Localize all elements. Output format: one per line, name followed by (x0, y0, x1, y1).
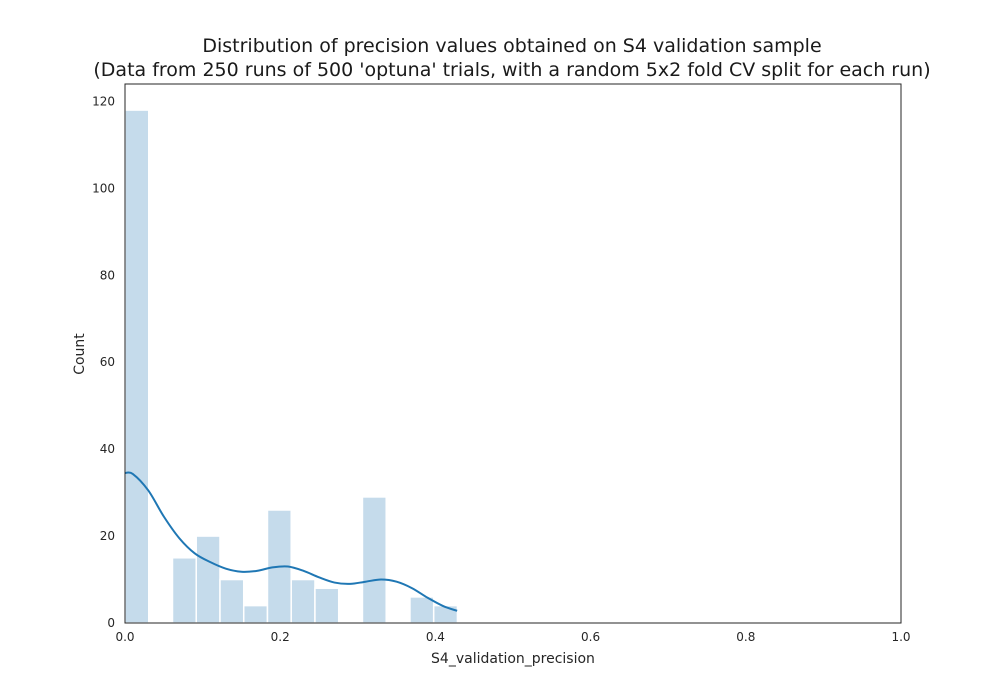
histogram-bar-12 (409, 596, 435, 624)
kde-line (124, 471, 458, 612)
histogram-bar-5 (242, 604, 269, 624)
y-tick-label-0: 0 (107, 616, 115, 630)
histogram-bar-3 (195, 535, 221, 624)
chart-subtitle: (Data from 250 runs of 500 'optuna' tria… (93, 59, 930, 81)
y-tick-label-2: 40 (100, 442, 115, 456)
x-tick-label-0: 0.0 (115, 630, 134, 644)
histogram-bar-0 (124, 109, 150, 624)
y-tick-label-5: 100 (92, 181, 115, 195)
y-tick-label-1: 20 (100, 529, 115, 543)
x-tick-label-4: 0.8 (736, 630, 755, 644)
y-tick-label-6: 120 (92, 94, 115, 108)
y-tick-label-3: 60 (100, 355, 115, 369)
y-axis-ticks: 0 20 40 60 80 100 120 (92, 94, 115, 630)
histogram-bar-10 (361, 496, 387, 624)
x-tick-label-5: 1.0 (891, 630, 910, 644)
x-tick-label-2: 0.4 (426, 630, 445, 644)
histogram-bar-2 (171, 557, 197, 624)
x-axis-ticks: 0.0 0.2 0.4 0.6 0.8 1.0 (115, 630, 910, 644)
histogram-bar-8 (314, 587, 340, 624)
y-axis-label: Count (72, 333, 88, 375)
x-tick-label-1: 0.2 (271, 630, 290, 644)
histogram-bar-4 (219, 578, 245, 624)
kde-curve-layer (124, 471, 458, 612)
y-tick-label-4: 80 (100, 268, 115, 282)
plot-area-frame (124, 83, 902, 624)
chart-title: Distribution of precision values obtaine… (202, 35, 821, 57)
x-axis-label: S4_validation_precision (431, 651, 595, 667)
x-tick-label-3: 0.6 (581, 630, 600, 644)
histogram-bar-13 (432, 604, 459, 624)
histogram-bars (124, 109, 459, 624)
histogram-bar-7 (290, 578, 316, 624)
